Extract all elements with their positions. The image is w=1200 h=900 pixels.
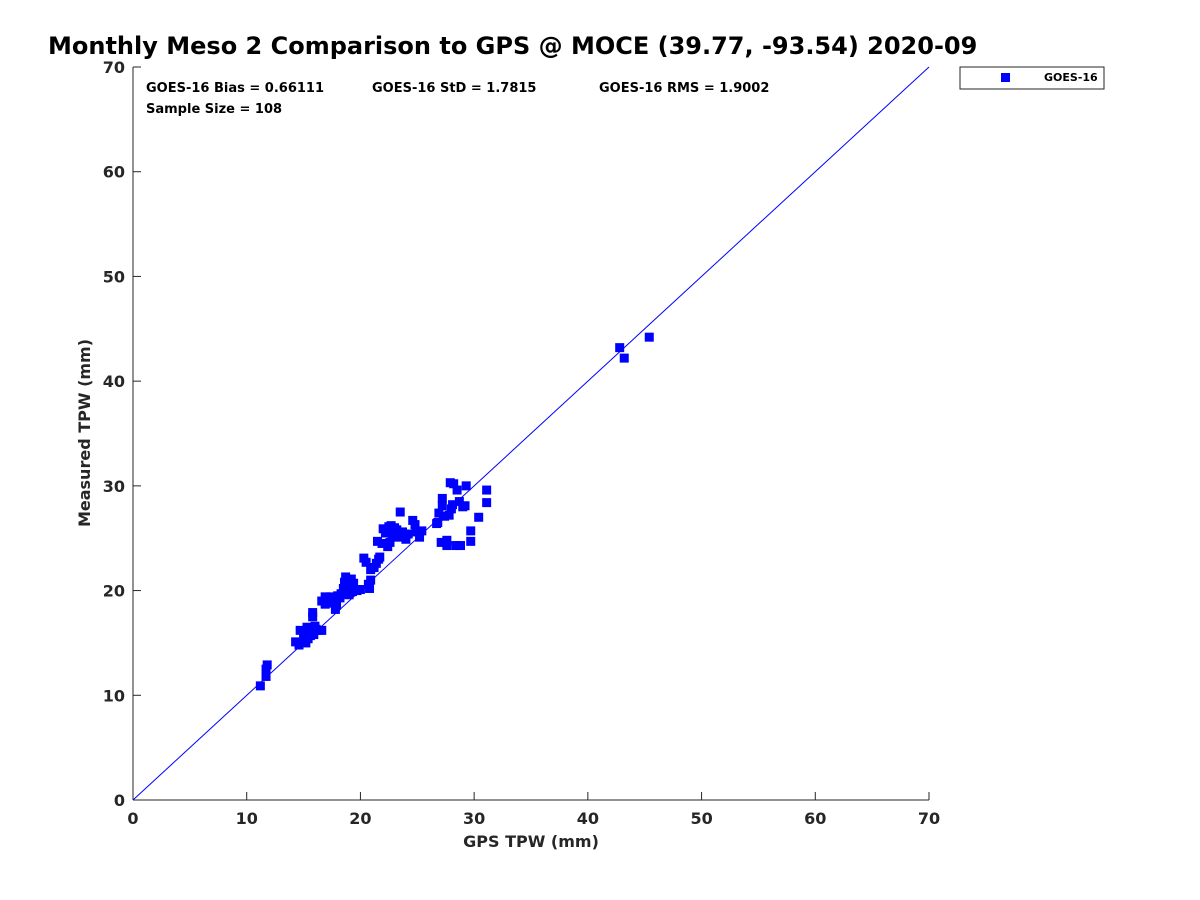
data-point: [437, 493, 447, 503]
data-point: [255, 681, 265, 691]
legend-marker: [1001, 73, 1010, 82]
legend-box: [959, 66, 1105, 90]
data-point: [442, 541, 452, 551]
data-point: [437, 501, 447, 511]
data-point: [449, 479, 459, 489]
data-point: [262, 660, 272, 670]
data-point: [434, 508, 444, 518]
data-point: [377, 538, 387, 548]
data-point: [341, 572, 351, 582]
data-point: [460, 501, 470, 511]
y-tick-label: 50: [103, 267, 125, 286]
data-point: [310, 621, 320, 631]
data-point: [452, 485, 462, 495]
data-point: [332, 600, 342, 610]
data-point: [372, 536, 382, 546]
data-point: [482, 485, 492, 495]
data-point: [349, 578, 359, 588]
data-point: [355, 585, 365, 595]
data-point: [461, 481, 471, 491]
data-point: [336, 589, 346, 599]
data-point: [619, 353, 629, 363]
chart-title: Monthly Meso 2 Comparison to GPS @ MOCE …: [48, 32, 977, 60]
y-tick-label: 60: [103, 163, 125, 182]
axes: 0 10 20 30 40 50 60 70 0 10 20 30 40 50 60 70: [103, 58, 940, 828]
data-point: [374, 554, 384, 564]
x-tick-label: 60: [804, 809, 826, 828]
legend: GOES-16: [959, 66, 1105, 90]
bias-stat: GOES-16 Bias = 0.66111: [146, 81, 324, 96]
y-axis-label: Measured TPW (mm): [75, 339, 94, 527]
data-point: [361, 557, 371, 567]
data-point: [482, 498, 492, 508]
x-tick-label: 40: [577, 809, 599, 828]
data-point: [417, 526, 427, 536]
data-point: [440, 511, 450, 521]
data-point: [386, 521, 396, 531]
data-point: [261, 671, 271, 681]
y-tick-label: 20: [103, 582, 125, 601]
data-point: [451, 541, 461, 551]
data-point: [393, 532, 403, 542]
data-point: [455, 541, 465, 551]
data-point: [410, 520, 420, 530]
data-point: [398, 527, 408, 537]
x-tick-label: 70: [918, 809, 940, 828]
data-point: [387, 531, 397, 541]
legend-label-goes16: GOES-16: [1044, 71, 1098, 84]
data-point: [466, 526, 476, 536]
data-point: [392, 525, 402, 535]
data-point: [326, 592, 336, 602]
data-point: [401, 534, 411, 544]
data-point: [317, 625, 327, 635]
data-point: [444, 510, 454, 520]
rms-stat: GOES-16 RMS = 1.9002: [599, 81, 769, 96]
sample-size-stat: Sample Size = 108: [146, 102, 282, 117]
data-point: [385, 537, 395, 547]
x-tick-label: 0: [127, 809, 138, 828]
data-point: [365, 583, 375, 593]
y-tick-label: 10: [103, 686, 125, 705]
x-tick-label: 50: [690, 809, 712, 828]
data-point: [403, 529, 413, 539]
data-point: [309, 630, 319, 640]
data-point: [294, 640, 304, 650]
data-point: [300, 629, 310, 639]
data-point: [366, 575, 376, 585]
data-point: [308, 608, 318, 618]
data-point: [415, 532, 425, 542]
data-points: [255, 332, 654, 691]
data-point: [395, 507, 405, 517]
x-tick-label: 20: [349, 809, 371, 828]
x-axis-label: GPS TPW (mm): [463, 832, 599, 851]
x-tick-label: 30: [463, 809, 485, 828]
std-stat: GOES-16 StD = 1.7815: [372, 81, 536, 96]
data-point: [380, 528, 390, 538]
y-tick-label: 70: [103, 58, 125, 77]
data-point: [343, 580, 353, 590]
data-point: [615, 343, 625, 353]
data-point: [411, 527, 421, 537]
data-point: [454, 497, 464, 507]
data-point: [474, 512, 484, 522]
data-point: [448, 500, 458, 510]
data-point: [433, 518, 443, 528]
y-tick-label: 40: [103, 372, 125, 391]
data-point: [644, 332, 654, 342]
data-point: [295, 625, 305, 635]
y-tick-label: 0: [114, 791, 125, 810]
data-point: [436, 537, 446, 547]
x-tick-label: 10: [236, 809, 258, 828]
data-point: [442, 535, 452, 545]
y-tick-label: 30: [103, 477, 125, 496]
data-point: [466, 536, 476, 546]
